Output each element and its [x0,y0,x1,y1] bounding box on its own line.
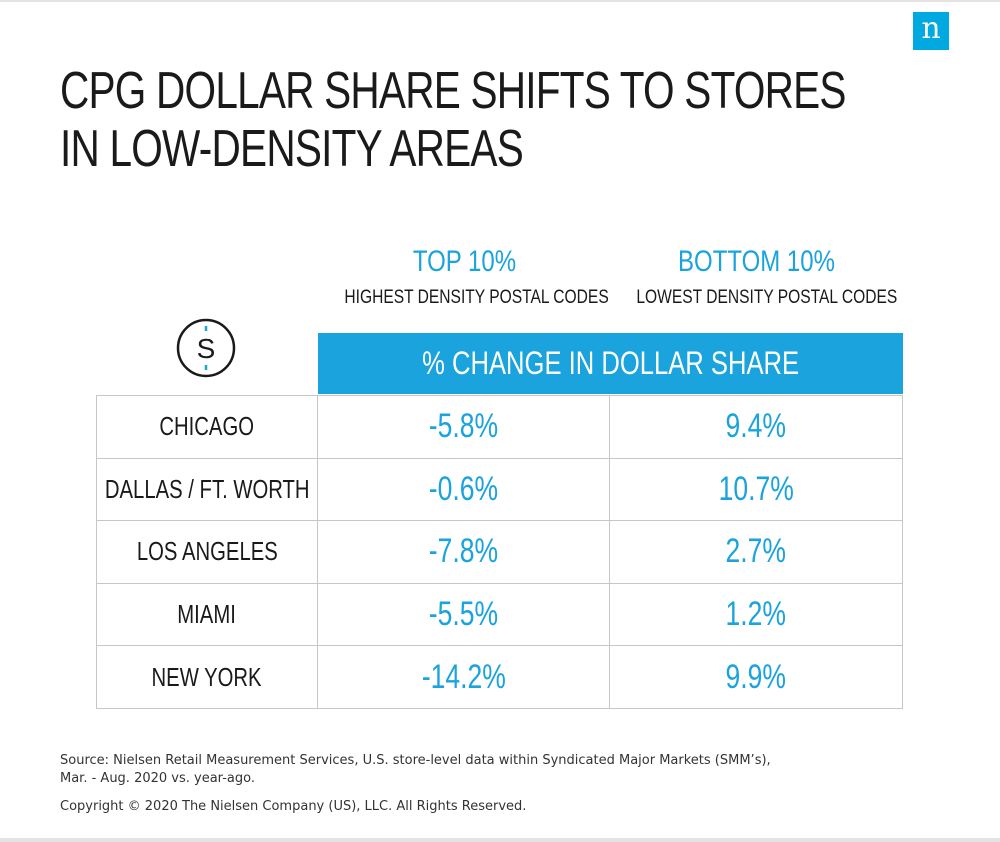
percent-change-value: 9.9% [725,657,787,696]
table-row: MIAMI -5.5% 1.2% [97,582,902,646]
city-label: LOS ANGELES [136,536,278,567]
percent-change-value: 9.4% [725,407,787,446]
column-subheading: HIGHEST DENSITY POSTAL CODES [344,287,609,308]
city-cell: MIAMI [97,583,318,646]
top-border [0,0,1000,2]
city-label: CHICAGO [159,411,255,442]
top-10-value-cell: -14.2% [318,646,610,708]
bottom-10-value-cell: 1.2% [610,584,902,646]
table-row: DALLAS / FT. WORTH -0.6% 10.7% [97,457,902,521]
top-10-value-cell: -5.8% [318,396,610,458]
city-cell: DALLAS / FT. WORTH [97,458,318,521]
percent-change-value: -5.5% [428,595,499,634]
svg-text:S: S [197,333,216,364]
data-table: CHICAGO -5.8% 9.4% DALLAS / FT. WORTH -0.6% 1… [96,395,903,709]
percent-change-value: -14.2% [421,657,506,696]
measure-label: % CHANGE IN DOLLAR SHARE [422,345,799,381]
city-cell: NEW YORK [97,646,318,708]
column-header-bottom-10: BOTTOM 10% LOWEST DENSITY POSTAL CODES [610,245,903,309]
copyright-note: Copyright © 2020 The Nielsen Company (US… [60,799,527,814]
percent-change-value: -0.6% [428,469,499,508]
table-row: NEW YORK -14.2% 9.9% [97,645,902,708]
top-10-value-cell: -5.5% [318,583,610,646]
city-label: NEW YORK [151,661,263,692]
source-line-1: Source: Nielsen Retail Measurement Servi… [60,753,771,768]
bottom-10-value-cell: 9.9% [610,646,902,708]
city-cell: CHICAGO [97,396,318,458]
page-title: CPG DOLLAR SHARE SHIFTS TO STORES IN LOW… [60,62,846,178]
column-subheading: LOWEST DENSITY POSTAL CODES [636,287,898,308]
city-label: MIAMI [177,599,237,630]
bottom-10-value-cell: 2.7% [610,521,902,583]
top-10-value-cell: -0.6% [318,458,610,521]
source-line-2: Mar. - Aug. 2020 vs. year-ago. [60,771,255,786]
percent-change-value: -7.8% [428,532,499,571]
measure-header-bar: % CHANGE IN DOLLAR SHARE [318,333,903,394]
title-line-1: CPG DOLLAR SHARE SHIFTS TO STORES [60,62,846,120]
nielsen-logo: n [913,12,949,50]
percent-change-value: 10.7% [718,469,794,508]
city-cell: LOS ANGELES [97,521,318,583]
city-label: DALLAS / FT. WORTH [104,473,310,504]
bottom-border [0,838,1000,842]
percent-change-value: 2.7% [725,532,787,571]
column-header-top-10: TOP 10% HIGHEST DENSITY POSTAL CODES [318,245,611,309]
column-heading: TOP 10% [412,245,517,278]
dollar-circle-icon: S [176,318,236,378]
table-row: LOS ANGELES -7.8% 2.7% [97,520,902,583]
bottom-10-value-cell: 10.7% [610,459,902,521]
bottom-10-value-cell: 9.4% [610,396,902,458]
percent-change-value: -5.8% [428,407,499,446]
top-10-value-cell: -7.8% [318,521,610,583]
title-line-2: IN LOW-DENSITY AREAS [60,120,524,178]
percent-change-value: 1.2% [725,595,787,634]
source-note: Source: Nielsen Retail Measurement Servi… [60,752,940,788]
column-heading: BOTTOM 10% [678,245,835,278]
table-row: CHICAGO -5.8% 9.4% [97,395,902,458]
